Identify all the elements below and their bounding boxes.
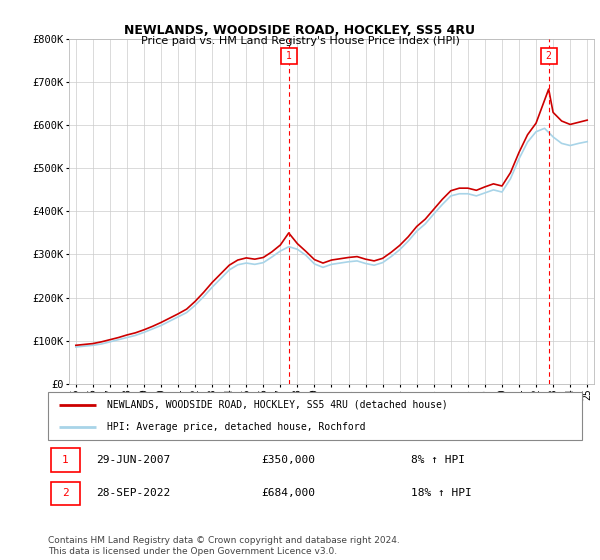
Text: £684,000: £684,000 bbox=[262, 488, 316, 498]
Text: 1: 1 bbox=[62, 455, 69, 465]
Text: 28-SEP-2022: 28-SEP-2022 bbox=[96, 488, 170, 498]
Bar bbox=[50, 448, 80, 472]
Text: 8% ↑ HPI: 8% ↑ HPI bbox=[411, 455, 465, 465]
Bar bbox=[50, 482, 80, 506]
Text: 29-JUN-2007: 29-JUN-2007 bbox=[96, 455, 170, 465]
Text: HPI: Average price, detached house, Rochford: HPI: Average price, detached house, Roch… bbox=[107, 422, 365, 432]
Text: NEWLANDS, WOODSIDE ROAD, HOCKLEY, SS5 4RU (detached house): NEWLANDS, WOODSIDE ROAD, HOCKLEY, SS5 4R… bbox=[107, 400, 448, 410]
Text: Contains HM Land Registry data © Crown copyright and database right 2024.
This d: Contains HM Land Registry data © Crown c… bbox=[48, 536, 400, 556]
Text: £350,000: £350,000 bbox=[262, 455, 316, 465]
Text: Price paid vs. HM Land Registry's House Price Index (HPI): Price paid vs. HM Land Registry's House … bbox=[140, 36, 460, 46]
Text: 2: 2 bbox=[546, 52, 551, 62]
Text: NEWLANDS, WOODSIDE ROAD, HOCKLEY, SS5 4RU: NEWLANDS, WOODSIDE ROAD, HOCKLEY, SS5 4R… bbox=[125, 24, 476, 37]
Text: 1: 1 bbox=[286, 52, 292, 62]
Text: 2: 2 bbox=[62, 488, 69, 498]
Text: 18% ↑ HPI: 18% ↑ HPI bbox=[411, 488, 472, 498]
